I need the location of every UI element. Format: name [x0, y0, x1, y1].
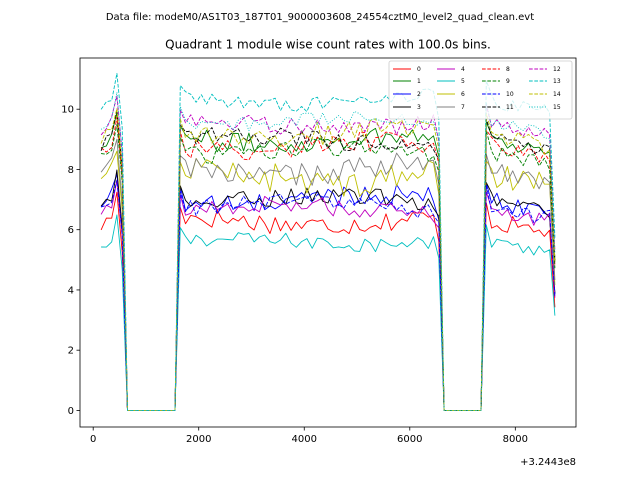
y-tick-label: 0: [68, 406, 74, 417]
legend-label-10: 10: [506, 91, 514, 98]
y-tick-label: 6: [68, 225, 74, 236]
x-offset-label: +3.2443e8: [520, 457, 576, 468]
legend-label-12: 12: [553, 66, 561, 73]
y-tick-label: 10: [61, 105, 74, 116]
x-tick-label: 6000: [397, 434, 422, 445]
legend-label-5: 5: [461, 78, 465, 85]
x-tick-label: 4000: [292, 434, 317, 445]
series-line-0: [100, 191, 556, 411]
series-line-7: [100, 138, 556, 411]
legend-label-11: 11: [506, 104, 514, 111]
chart-title: Quadrant 1 module wise count rates with …: [165, 38, 491, 52]
x-axis: 0 2000 4000 6000 8000: [90, 427, 528, 445]
plot-frame: [79, 57, 577, 428]
series-line-14: [100, 108, 556, 411]
series-line-10: [100, 179, 556, 411]
legend-label-3: 3: [417, 104, 421, 111]
y-tick-label: 2: [68, 346, 74, 357]
legend-frame: [388, 60, 573, 120]
legend-label-4: 4: [461, 66, 465, 73]
legend-label-9: 9: [506, 78, 510, 85]
legend-label-14: 14: [553, 91, 561, 98]
series-line-9: [101, 124, 556, 411]
legend-label-6: 6: [461, 91, 465, 98]
series-line-12: [100, 95, 556, 411]
x-tick-label: 2000: [186, 434, 211, 445]
y-tick-label: 4: [68, 285, 74, 296]
chart-suptitle: Data file: modeM0/AS1T03_187T01_90000036…: [106, 12, 534, 23]
y-tick-label: 8: [68, 165, 74, 176]
legend-label-13: 13: [553, 78, 561, 85]
series-layer: [100, 72, 556, 411]
x-tick-label: 0: [90, 434, 96, 445]
y-axis: 0 2 4 6 8 10: [61, 105, 80, 417]
series-line-5: [101, 214, 556, 411]
legend-label-8: 8: [506, 66, 510, 73]
legend-label-2: 2: [417, 91, 421, 98]
series-line-15: [100, 91, 556, 411]
series-line-4: [100, 179, 556, 411]
legend-label-7: 7: [461, 104, 465, 111]
legend-label-15: 15: [553, 104, 561, 111]
legend-label-0: 0: [417, 66, 421, 73]
legend-label-1: 1: [417, 78, 421, 85]
x-tick-label: 8000: [503, 434, 528, 445]
